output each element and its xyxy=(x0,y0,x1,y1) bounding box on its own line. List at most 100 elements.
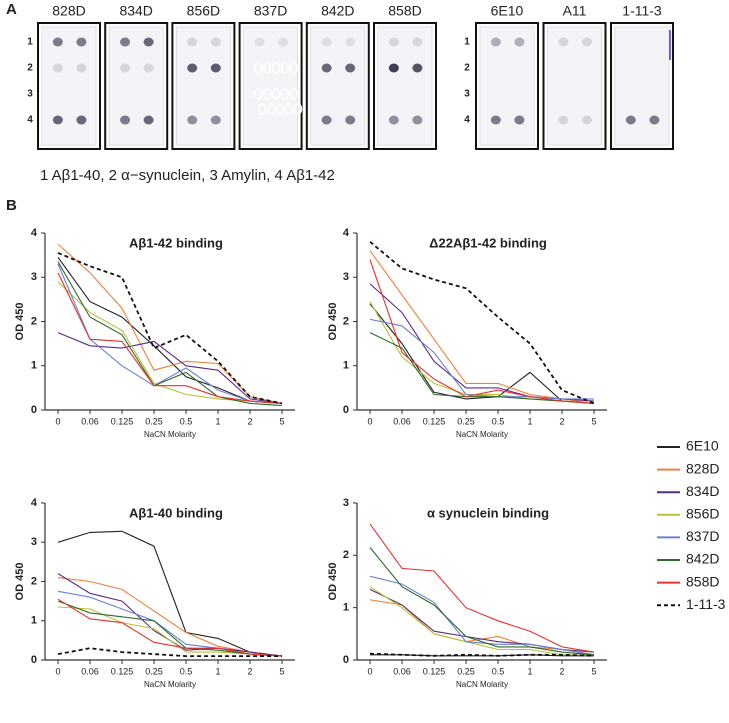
blot-overlay xyxy=(280,62,290,74)
strip-label: 828D xyxy=(52,3,85,19)
x-tick-label: 0.06 xyxy=(81,666,99,676)
blot-membrane xyxy=(176,26,231,146)
x-tick-label: 1 xyxy=(527,416,532,426)
blot-dot xyxy=(321,37,332,47)
x-tick-label: 0.5 xyxy=(180,416,193,426)
y-axis-label: OD 450 xyxy=(14,303,26,341)
legend-label: 6E10 xyxy=(686,438,719,454)
y-axis-label: OD 450 xyxy=(14,563,26,601)
x-axis-label: NaCN Molarity xyxy=(144,430,196,439)
series-line xyxy=(369,259,595,404)
x-tick-label: 1 xyxy=(215,416,220,426)
chart-title: Aβ1-42 binding xyxy=(129,235,223,250)
y-tick-label: 2 xyxy=(31,315,37,327)
row-label: 4 xyxy=(464,115,470,126)
y-tick-label: 3 xyxy=(343,497,349,509)
x-tick-label: 0.125 xyxy=(111,416,134,426)
blot-dot xyxy=(187,37,198,47)
blot-dot xyxy=(514,115,525,125)
y-tick-label: 1 xyxy=(343,360,349,372)
blot-membrane xyxy=(377,26,433,146)
blot-overlay xyxy=(280,88,290,100)
strip-label: 837D xyxy=(254,3,287,19)
x-tick-label: 5 xyxy=(279,416,284,426)
x-tick-label: 0.125 xyxy=(423,416,446,426)
blot-dot xyxy=(143,37,154,47)
series-line xyxy=(57,590,283,657)
y-tick-label: 2 xyxy=(343,549,349,561)
y-tick-label: 4 xyxy=(31,227,38,239)
blot-dot xyxy=(143,63,154,73)
blot-dot xyxy=(558,37,569,47)
series-line xyxy=(57,573,283,657)
blot-dot xyxy=(52,37,63,47)
blot-dot xyxy=(558,115,569,125)
strip-label: 834D xyxy=(119,3,152,19)
x-tick-label: 2 xyxy=(559,416,564,426)
blot-dot xyxy=(321,63,332,73)
strip-label: A11 xyxy=(563,3,587,19)
legend-label: 842D xyxy=(686,551,719,567)
blot-dot xyxy=(388,63,399,73)
y-tick-label: 4 xyxy=(31,497,38,509)
blot-overlay xyxy=(262,88,272,100)
y-tick-label: 1 xyxy=(31,615,37,627)
blot-dot xyxy=(490,37,501,47)
series-line xyxy=(57,598,283,657)
legend-label: 837D xyxy=(686,528,719,544)
blot-membrane xyxy=(310,26,366,146)
strip-label: 842D xyxy=(321,3,354,19)
blot-overlay xyxy=(253,62,263,74)
y-tick-label: 3 xyxy=(343,271,349,283)
blot-dot xyxy=(76,115,87,125)
row-label: 1 xyxy=(27,37,33,48)
series-line xyxy=(369,652,595,657)
x-tick-label: 0.5 xyxy=(492,666,505,676)
blot-overlay xyxy=(271,62,281,74)
panel-label: A xyxy=(6,1,17,18)
y-axis-label: OD 450 xyxy=(327,563,339,601)
row-label: 1 xyxy=(464,37,470,48)
series-line xyxy=(369,547,595,656)
blot-membrane xyxy=(479,26,535,146)
blot-overlay xyxy=(293,103,303,115)
blot-membrane xyxy=(547,26,602,146)
row-label: 3 xyxy=(464,89,470,100)
x-tick-label: 0.25 xyxy=(145,666,163,676)
series-line xyxy=(57,647,282,657)
x-tick-label: 0.06 xyxy=(393,416,411,426)
x-tick-label: 0.06 xyxy=(393,666,411,676)
blot-dot xyxy=(278,37,288,47)
blot-dot xyxy=(388,37,399,47)
x-tick-label: 0.125 xyxy=(423,666,446,676)
row-label: 2 xyxy=(27,63,33,74)
x-tick-label: 0 xyxy=(367,416,372,426)
blot-membrane xyxy=(243,26,298,146)
blot-dot xyxy=(321,115,332,125)
y-tick-label: 0 xyxy=(343,404,349,416)
blot-dot xyxy=(76,37,87,47)
x-axis-label: NaCN Molarity xyxy=(144,680,196,689)
x-tick-label: 0.125 xyxy=(111,666,134,676)
blot-overlay xyxy=(289,62,299,74)
x-tick-label: 5 xyxy=(591,416,596,426)
legend-label: 1-11-3 xyxy=(686,596,726,612)
y-tick-label: 0 xyxy=(31,654,37,666)
blot-dot xyxy=(210,37,221,47)
x-tick-label: 0.5 xyxy=(180,666,193,676)
blot-dot xyxy=(76,63,87,73)
series-line xyxy=(57,281,283,404)
series-line xyxy=(369,575,595,656)
blot-dot xyxy=(625,115,636,125)
y-tick-label: 2 xyxy=(343,315,349,327)
y-tick-label: 0 xyxy=(343,654,349,666)
x-axis-label: NaCN Molarity xyxy=(456,430,508,439)
x-tick-label: 0.25 xyxy=(457,416,475,426)
blot-dot xyxy=(210,63,221,73)
series-line xyxy=(57,332,283,404)
blot-dot xyxy=(52,63,63,73)
series-line xyxy=(369,332,595,404)
blot-overlay xyxy=(284,103,294,115)
y-tick-label: 0 xyxy=(31,404,37,416)
x-tick-label: 1 xyxy=(527,666,532,676)
